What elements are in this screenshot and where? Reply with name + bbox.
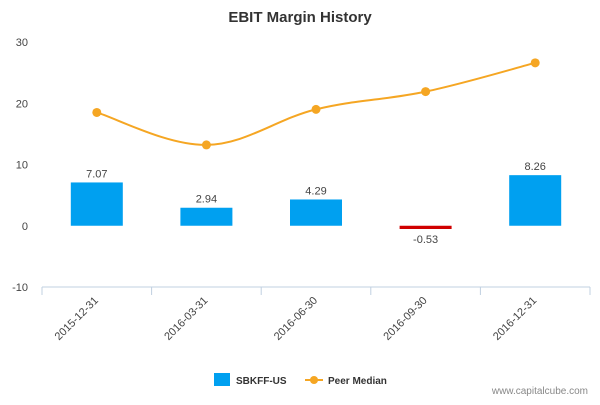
bar-data-label: 4.29: [305, 185, 326, 197]
y-tick-label: 30: [16, 37, 28, 49]
bar-data-label: 8.26: [524, 161, 545, 173]
bar-data-label: 7.07: [86, 168, 107, 180]
chart-title: EBIT Margin History: [228, 9, 372, 26]
line-point[interactable]: [311, 104, 321, 114]
legend[interactable]: SBKFF-US Peer Median: [214, 373, 387, 387]
bar[interactable]: [509, 175, 562, 226]
x-tick-label: 2016-12-31: [491, 295, 539, 343]
x-axis: 2015-12-31 2016-03-31 2016-06-30 2016-09-30…: [41, 286, 591, 343]
bar[interactable]: [180, 207, 233, 226]
bar-data-labels: 7.07 2.94 4.29 -0.53 8.26: [86, 161, 546, 246]
legend-swatch-bar: [214, 373, 230, 386]
legend-label[interactable]: Peer Median: [328, 376, 387, 387]
x-tick-label: 2016-03-31: [162, 295, 210, 343]
legend-swatch-marker: [310, 376, 318, 384]
line-series: [92, 58, 540, 150]
line-point[interactable]: [201, 140, 211, 150]
y-tick-label: 0: [22, 221, 28, 233]
bar[interactable]: [290, 199, 342, 226]
line-point[interactable]: [530, 58, 540, 68]
bar-data-label: -0.53: [413, 234, 438, 246]
line-path: [96, 61, 536, 146]
y-tick-label: -10: [12, 282, 28, 294]
x-tick-label: 2016-09-30: [381, 295, 429, 343]
line-point[interactable]: [421, 87, 431, 97]
watermark: www.capitalcube.com: [491, 386, 588, 397]
legend-label[interactable]: SBKFF-US: [236, 376, 287, 387]
bar[interactable]: [399, 225, 452, 229]
line-point[interactable]: [92, 107, 102, 117]
bar-data-label: 2.94: [196, 194, 217, 206]
bar-series: [70, 175, 562, 229]
y-axis: -10 0 10 20 30: [12, 37, 28, 294]
x-tick-label: 2016-06-30: [272, 295, 320, 343]
y-tick-label: 20: [16, 98, 28, 110]
bar[interactable]: [70, 182, 123, 226]
y-tick-label: 10: [16, 160, 28, 172]
x-tick-label: 2015-12-31: [53, 295, 101, 343]
